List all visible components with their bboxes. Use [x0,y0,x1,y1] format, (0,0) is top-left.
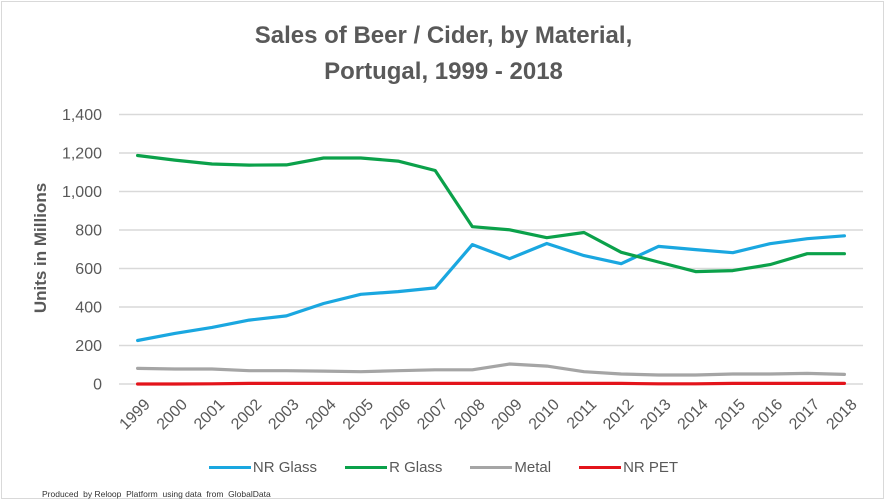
series-line-nr-glass [136,234,847,343]
y-tick-label: 1,200 [62,146,102,163]
y-tick-label: 400 [75,300,102,317]
legend-swatch-metal [470,466,513,469]
x-tick-label: 2000 [154,396,191,433]
x-tick-label: 2012 [600,396,637,433]
legend-label-nr-pet: NR PET [623,459,679,476]
chart-title-line-2: Portugal, 1999 - 2018 [324,58,563,85]
x-tick-label: 1999 [117,396,154,433]
legend-item-metal: Metal [470,459,551,476]
x-tick-label: 2009 [489,396,526,433]
x-tick-label: 2017 [786,396,823,433]
legend-swatch-nr-glass [208,466,251,469]
series-line-r-glass [136,153,847,274]
legend-item-r-glass: R Glass [345,459,442,476]
x-tick-label: 2004 [303,396,340,433]
legend-label-metal: Metal [514,459,552,476]
legend-label-r-glass: R Glass [389,459,443,476]
x-tick-label: 2008 [451,396,488,433]
legend: NR Glass R Glass Metal NR PET [0,459,887,476]
series-line-nr-pet [136,381,847,386]
x-tick-label: 2010 [526,396,563,433]
legend-label-nr-glass: NR Glass [252,459,318,476]
x-tick-label: 2003 [265,396,302,433]
x-tick-label: 2007 [414,396,451,433]
x-tick-label: 2002 [228,396,265,433]
y-tick-label: 600 [75,261,102,278]
x-tick-label: 2013 [637,396,674,433]
series-lines [136,153,847,386]
x-tick-labels: 1999 2000 2001 2002 2003 2004 2005 2006 2007 2008… [117,396,861,433]
source-footnote: Produced by Reloop Platform using data f… [42,489,271,499]
legend-swatch-nr-pet [579,466,622,469]
series-line-metal [136,362,847,377]
chart-title-line-1: Sales of Beer / Cider, by Material, [254,22,633,49]
x-tick-label: 2005 [340,396,377,433]
x-tick-label: 2001 [191,396,228,433]
y-tick-labels: 0 200 400 600 800 1,000 1,200 1,400 [62,107,102,394]
legend-swatch-r-glass [345,466,388,469]
y-tick-label: 800 [75,223,102,240]
y-tick-label: 200 [75,338,102,355]
x-tick-label: 2011 [564,396,600,432]
x-tick-label: 2014 [675,396,712,433]
x-tick-label: 2016 [749,396,786,433]
x-tick-label: 2018 [823,396,860,433]
y-tick-label: 0 [93,377,102,394]
legend-item-nr-pet: NR PET [579,459,678,476]
x-tick-label: 2006 [377,396,414,433]
y-tick-label: 1,400 [62,107,102,124]
y-tick-label: 1,000 [62,184,102,201]
legend-item-nr-glass: NR Glass [208,459,318,476]
x-tick-label: 2015 [712,396,749,433]
